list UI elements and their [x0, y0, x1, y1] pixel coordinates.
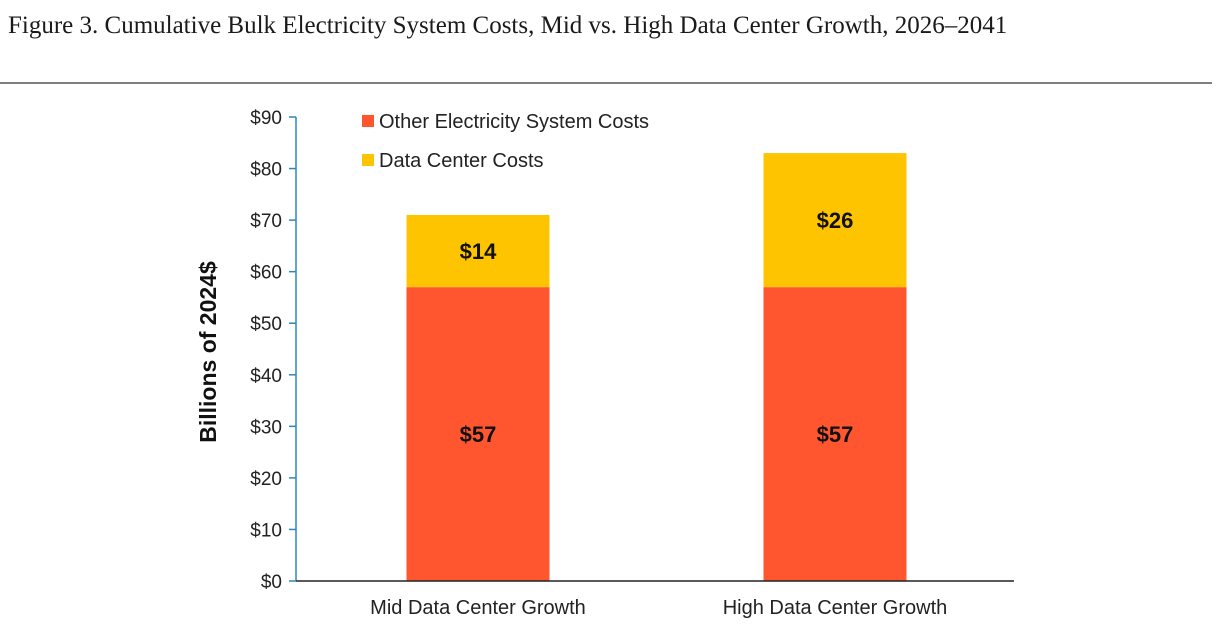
bar-data-center-costs-1	[763, 153, 907, 288]
y-tick-label: $60	[250, 263, 282, 284]
bar-data-center-costs-0	[406, 214, 550, 288]
legend-swatch	[362, 115, 374, 127]
legend-label: Data Center Costs	[379, 150, 544, 172]
legend: Other Electricity System Costs Data Cente…	[362, 111, 649, 172]
y-tick-label: $50	[250, 314, 282, 335]
y-tick-label: $80	[250, 160, 282, 181]
data-labels-layer: $57 $14 $57 $26	[460, 208, 854, 447]
title-divider	[0, 82, 1212, 84]
x-category-label: High Data Center Growth	[723, 597, 948, 619]
y-tick-label: $70	[250, 211, 282, 232]
y-tick-label: $0	[261, 572, 282, 593]
bar-value-label: $57	[460, 422, 497, 447]
bar-value-label: $26	[817, 208, 854, 233]
y-axis-title: Billions of 2024$	[195, 261, 221, 443]
bar-value-label: $14	[460, 239, 497, 264]
x-category-label: Mid Data Center Growth	[370, 597, 586, 619]
y-tick-label: $90	[250, 108, 282, 129]
y-tick-label: $20	[250, 469, 282, 490]
y-tick-label: $40	[250, 366, 282, 387]
y-tick-label: $10	[250, 520, 282, 541]
y-tick-label: $30	[250, 417, 282, 438]
bar-other-costs-0	[406, 287, 550, 581]
axes-layer: $0 $10 $20 $30 $40 $50 $60 $70 $80 $90 Mid Data Ce…	[195, 108, 1014, 619]
legend-label: Other Electricity System Costs	[379, 111, 649, 133]
figure-title: Figure 3. Cumulative Bulk Electricity Sy…	[8, 12, 1008, 39]
legend-swatch	[362, 154, 374, 166]
bar-other-costs-1	[763, 287, 907, 581]
bar-value-label: $57	[817, 422, 854, 447]
bars-layer	[406, 153, 907, 581]
